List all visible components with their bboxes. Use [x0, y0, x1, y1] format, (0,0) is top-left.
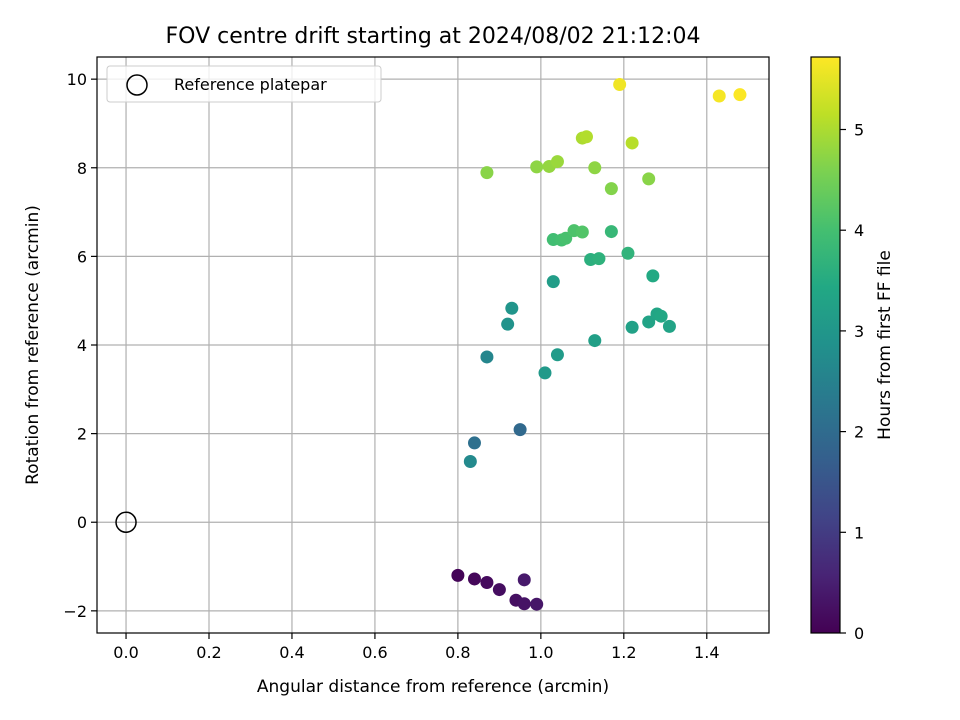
colorbar-tick-label: 4 [854, 221, 864, 240]
x-tick-label: 0.4 [279, 643, 304, 662]
y-tick-label: 8 [77, 159, 87, 178]
data-point [733, 88, 747, 102]
legend-box [106, 65, 382, 103]
x-tick-label: 1.2 [611, 643, 636, 662]
y-tick-label: 10 [67, 70, 87, 89]
colorbar-label: Hours from first FF file [875, 250, 895, 440]
y-tick-label: 0 [77, 513, 87, 532]
chart-title: FOV centre drift starting at 2024/08/02 … [166, 24, 701, 49]
colorbar-gradient [811, 57, 840, 633]
data-point [642, 315, 656, 329]
x-tick-label: 1.4 [694, 643, 719, 662]
data-point [501, 317, 515, 331]
colorbar-tick-label: 1 [854, 523, 864, 542]
reference-platepar-marker [115, 511, 137, 533]
legend-label: Reference platepar [174, 75, 327, 94]
data-point [625, 320, 639, 334]
data-point [517, 597, 531, 611]
y-tick-label: −2 [63, 602, 87, 621]
data-point [550, 348, 564, 362]
legend: Reference platepar [106, 65, 382, 103]
colorbar-tick-label: 2 [854, 423, 864, 442]
data-point [480, 350, 494, 364]
x-ticks: 0.0 0.2 0.4 0.6 0.8 1.0 1.2 1.4 [113, 633, 720, 662]
scatter-points [451, 77, 747, 611]
y-tick-label: 6 [77, 247, 87, 266]
data-point [467, 572, 481, 586]
data-point [480, 575, 494, 589]
grid [97, 57, 769, 633]
colorbar-frame [810, 56, 841, 634]
colorbar-tick-label: 3 [854, 322, 864, 341]
data-point [492, 583, 506, 597]
data-point [592, 252, 606, 266]
colorbar-tick-label: 5 [854, 121, 864, 140]
legend-marker-open-circle [126, 74, 148, 96]
y-tick-label: 2 [77, 425, 87, 444]
x-tick-label: 1.0 [528, 643, 553, 662]
data-point [604, 225, 618, 239]
y-ticks: −2 0 2 4 6 8 10 [63, 70, 97, 621]
data-point [451, 568, 465, 582]
data-point [575, 225, 589, 239]
data-point [463, 455, 477, 469]
x-tick-label: 0.2 [196, 643, 221, 662]
data-point [579, 130, 593, 144]
data-point [467, 436, 481, 450]
data-point [505, 301, 519, 315]
data-point [654, 309, 668, 323]
data-point [604, 182, 618, 196]
data-point [550, 155, 564, 169]
y-tick-label: 4 [77, 336, 87, 355]
data-point [480, 166, 494, 180]
colorbar: 0 1 2 3 4 5 Hours from first FF file [810, 56, 895, 643]
data-point [588, 161, 602, 175]
data-point [513, 423, 527, 437]
x-tick-label: 0.8 [445, 643, 470, 662]
x-axis-label: Angular distance from reference (arcmin) [257, 677, 609, 697]
data-point [712, 89, 726, 103]
data-point [530, 597, 544, 611]
data-point [559, 231, 573, 245]
data-point [517, 573, 531, 587]
x-tick-label: 0.0 [113, 643, 138, 662]
y-axis-label: Rotation from reference (arcmin) [23, 205, 43, 485]
data-point [546, 275, 560, 289]
data-point [625, 136, 639, 150]
data-point [621, 246, 635, 260]
data-point [662, 319, 676, 333]
x-tick-label: 0.6 [362, 643, 387, 662]
data-point [646, 269, 660, 283]
reference-marker [115, 511, 137, 533]
data-point [642, 172, 656, 186]
data-point [538, 366, 552, 380]
data-point [588, 334, 602, 348]
data-point [613, 77, 627, 91]
data-point [530, 160, 544, 174]
colorbar-tick-label: 0 [854, 624, 864, 643]
colorbar-ticks: 0 1 2 3 4 5 [840, 121, 864, 643]
